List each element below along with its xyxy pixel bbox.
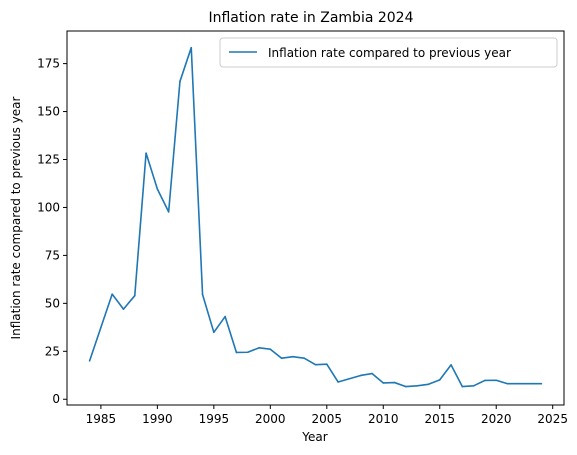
data-point: [145, 152, 147, 154]
data-point: [292, 355, 294, 358]
data-point: [280, 357, 283, 360]
x-axis: 1985 1990 1995 2000 2005 2010 2015 2020 2025: [86, 405, 568, 426]
data-point: [393, 381, 396, 384]
data-point: [179, 80, 181, 83]
data-point: [111, 293, 113, 295]
y-tick-label: 150: [37, 105, 60, 119]
y-tick-label: 175: [37, 57, 60, 71]
data-point: [201, 293, 204, 296]
data-point: [88, 360, 91, 362]
data-point: [303, 357, 306, 360]
legend: Inflation rate compared to previous year: [219, 37, 558, 68]
data-point: [427, 383, 430, 386]
data-point: [405, 385, 407, 388]
x-tick-label: 2010: [368, 412, 399, 426]
y-axis-label: Inflation rate compared to previous year: [9, 96, 23, 339]
y-tick-label: 0: [52, 392, 60, 406]
data-point: [100, 326, 102, 329]
series-points: [88, 46, 543, 388]
y-tick-label: 125: [37, 153, 60, 167]
series-line-inflation: [88, 46, 542, 388]
data-point: [416, 385, 418, 387]
data-point: [246, 351, 249, 354]
x-tick-label: 2005: [312, 412, 343, 426]
data-point: [529, 382, 531, 385]
data-point: [506, 382, 509, 385]
data-point: [540, 382, 543, 385]
data-point: [461, 385, 464, 388]
data-point: [133, 294, 136, 297]
x-tick-label: 2000: [255, 412, 286, 426]
x-tick-label: 1995: [199, 412, 230, 426]
data-point: [167, 211, 170, 213]
x-axis-label: Year: [301, 430, 327, 444]
plot-frame: [66, 30, 565, 406]
x-tick-label: 2015: [424, 412, 455, 426]
data-point: [258, 347, 260, 349]
data-point: [325, 363, 328, 365]
y-tick-label: 75: [45, 248, 60, 262]
x-tick-label: 2025: [537, 412, 568, 426]
data-point: [371, 372, 373, 375]
data-point: [472, 385, 475, 387]
legend-box: [219, 37, 558, 68]
data-point: [359, 374, 362, 377]
data-point: [213, 331, 215, 334]
data-point: [382, 382, 385, 384]
x-tick-label: 1990: [142, 412, 173, 426]
data-point: [484, 379, 486, 382]
data-point: [314, 363, 317, 366]
data-point: [190, 46, 193, 49]
data-point: [495, 379, 498, 382]
data-point: [348, 377, 351, 380]
y-tick-label: 25: [45, 344, 60, 358]
y-tick-label: 100: [37, 200, 60, 214]
data-point: [156, 188, 159, 190]
data-point: [269, 348, 272, 350]
y-tick-label: 50: [45, 296, 60, 310]
data-point: [224, 315, 226, 318]
x-tick-label: 1985: [86, 412, 117, 426]
data-point: [518, 382, 520, 385]
data-point: [450, 364, 452, 366]
data-point: [235, 351, 238, 354]
legend-label: Inflation rate compared to previous year: [268, 46, 511, 60]
data-point: [337, 381, 339, 383]
y-axis: 0 25 50 75 100 125 150 175: [37, 57, 67, 406]
plot-area: [66, 30, 565, 406]
data-point: [438, 379, 441, 381]
x-tick-label: 2020: [481, 412, 512, 426]
data-point: [122, 308, 125, 310]
chart-title: Inflation rate in Zambia 2024: [208, 10, 413, 26]
